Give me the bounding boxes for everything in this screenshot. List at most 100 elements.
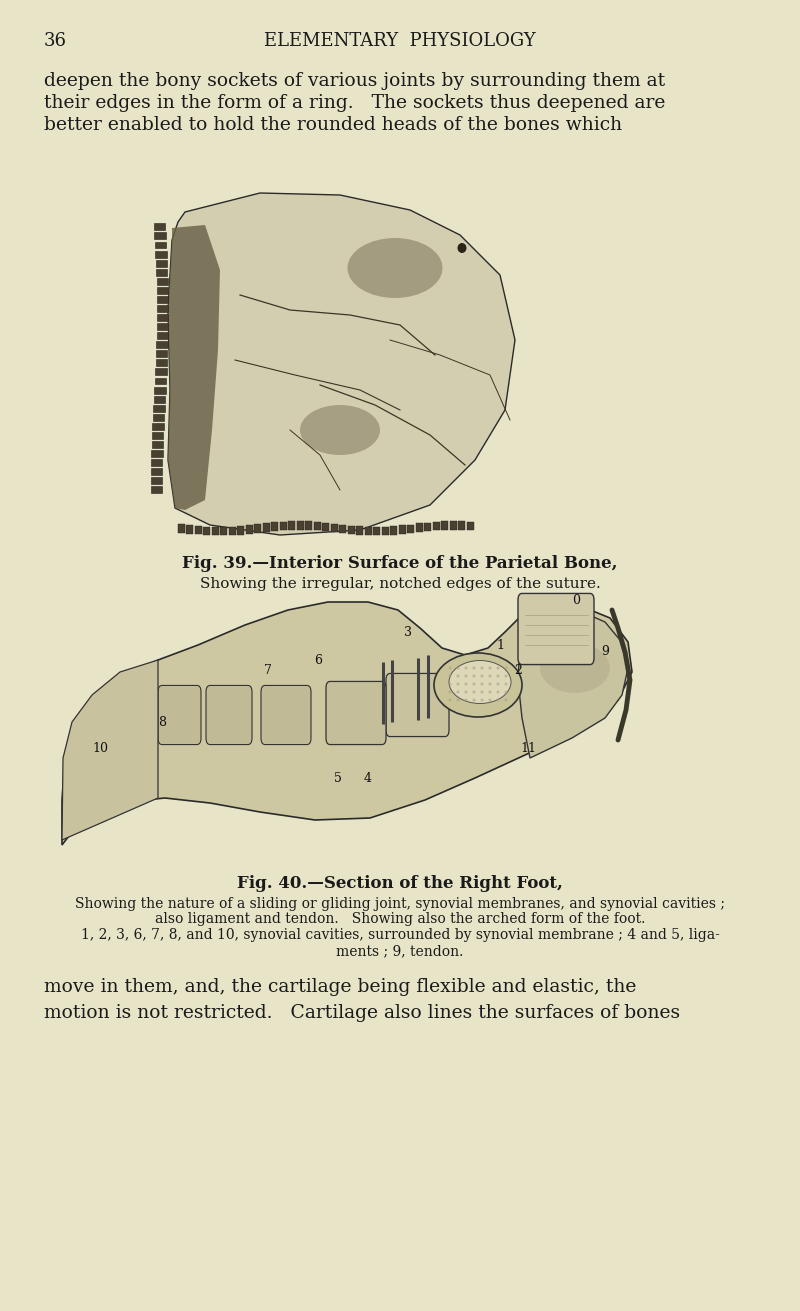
Bar bbox=[154, 405, 165, 412]
Bar bbox=[157, 305, 168, 312]
Polygon shape bbox=[62, 602, 632, 846]
Ellipse shape bbox=[457, 666, 459, 670]
Text: 11: 11 bbox=[520, 742, 536, 755]
Text: Showing the nature of a sliding or gliding joint, synovial membranes, and synovi: Showing the nature of a sliding or glidi… bbox=[75, 897, 725, 911]
FancyBboxPatch shape bbox=[386, 674, 449, 737]
Ellipse shape bbox=[505, 699, 507, 701]
Ellipse shape bbox=[505, 666, 507, 670]
Ellipse shape bbox=[449, 666, 451, 670]
Bar bbox=[155, 378, 166, 384]
Bar bbox=[416, 523, 422, 532]
Bar bbox=[155, 241, 166, 249]
Ellipse shape bbox=[449, 674, 451, 678]
Bar bbox=[157, 287, 168, 294]
Bar bbox=[221, 527, 227, 535]
Ellipse shape bbox=[481, 674, 483, 678]
Ellipse shape bbox=[489, 691, 491, 694]
Bar bbox=[288, 520, 295, 530]
Text: also ligament and tendon.   Showing also the arched form of the foot.: also ligament and tendon. Showing also t… bbox=[155, 912, 645, 926]
Bar bbox=[156, 260, 167, 266]
Bar bbox=[356, 527, 363, 535]
Text: their edges in the form of a ring.   The sockets thus deepened are: their edges in the form of a ring. The s… bbox=[44, 94, 666, 111]
Text: 1, 2, 3, 6, 7, 8, and 10, synovial cavities, surrounded by synovial membrane ; 4: 1, 2, 3, 6, 7, 8, and 10, synovial cavit… bbox=[81, 928, 719, 943]
Bar bbox=[152, 440, 163, 448]
Text: deepen the bony sockets of various joints by surrounding them at: deepen the bony sockets of various joint… bbox=[44, 72, 665, 90]
Bar bbox=[157, 278, 168, 284]
Bar bbox=[306, 522, 312, 530]
Text: Fig. 40.—Section of the Right Foot,: Fig. 40.—Section of the Right Foot, bbox=[237, 874, 563, 891]
Bar bbox=[157, 332, 168, 340]
Text: move in them, and, the cartilage being flexible and elastic, the: move in them, and, the cartilage being f… bbox=[44, 978, 636, 996]
Ellipse shape bbox=[489, 699, 491, 701]
Bar bbox=[153, 414, 164, 421]
FancyBboxPatch shape bbox=[326, 682, 386, 745]
Ellipse shape bbox=[465, 674, 467, 678]
Ellipse shape bbox=[465, 699, 467, 701]
Polygon shape bbox=[62, 659, 158, 840]
Bar bbox=[156, 359, 167, 366]
Ellipse shape bbox=[497, 691, 499, 694]
Ellipse shape bbox=[458, 243, 466, 253]
Ellipse shape bbox=[497, 666, 499, 670]
Ellipse shape bbox=[473, 666, 475, 670]
Bar bbox=[458, 522, 465, 530]
Polygon shape bbox=[518, 610, 628, 758]
Ellipse shape bbox=[457, 674, 459, 678]
Bar bbox=[246, 526, 253, 534]
Text: 7: 7 bbox=[264, 663, 272, 676]
Bar bbox=[155, 368, 166, 375]
Polygon shape bbox=[168, 193, 515, 535]
FancyBboxPatch shape bbox=[261, 686, 311, 745]
Ellipse shape bbox=[481, 699, 483, 701]
Ellipse shape bbox=[473, 683, 475, 686]
Ellipse shape bbox=[505, 683, 507, 686]
Ellipse shape bbox=[449, 683, 451, 686]
Bar bbox=[263, 523, 270, 532]
Text: better enabled to hold the rounded heads of the bones which: better enabled to hold the rounded heads… bbox=[44, 115, 622, 134]
Bar bbox=[280, 522, 287, 530]
Text: 0: 0 bbox=[572, 594, 580, 607]
Ellipse shape bbox=[505, 691, 507, 694]
Bar bbox=[156, 269, 167, 275]
Text: Showing the irregular, notched edges of the suture.: Showing the irregular, notched edges of … bbox=[200, 577, 600, 591]
Text: 36: 36 bbox=[44, 31, 67, 50]
Bar bbox=[348, 526, 354, 534]
Bar bbox=[212, 527, 219, 535]
Ellipse shape bbox=[473, 699, 475, 701]
Ellipse shape bbox=[540, 642, 610, 694]
Ellipse shape bbox=[497, 699, 499, 701]
Ellipse shape bbox=[473, 674, 475, 678]
Text: ments ; 9, tendon.: ments ; 9, tendon. bbox=[336, 944, 464, 958]
Bar bbox=[203, 527, 210, 535]
Ellipse shape bbox=[457, 683, 459, 686]
Ellipse shape bbox=[465, 666, 467, 670]
Ellipse shape bbox=[347, 239, 442, 298]
FancyBboxPatch shape bbox=[206, 686, 252, 745]
Ellipse shape bbox=[434, 653, 522, 717]
Bar bbox=[195, 526, 202, 535]
Bar bbox=[441, 522, 448, 530]
Bar bbox=[450, 520, 457, 530]
Bar bbox=[433, 522, 439, 530]
Ellipse shape bbox=[449, 691, 451, 694]
Bar bbox=[373, 527, 380, 535]
Text: Fig. 39.—Interior Surface of the Parietal Bone,: Fig. 39.—Interior Surface of the Parieta… bbox=[182, 555, 618, 572]
Bar bbox=[157, 323, 168, 330]
Text: 3: 3 bbox=[404, 625, 412, 638]
Bar bbox=[339, 524, 346, 534]
Bar bbox=[330, 523, 338, 532]
Bar bbox=[398, 526, 406, 534]
Bar bbox=[297, 520, 304, 530]
Ellipse shape bbox=[457, 691, 459, 694]
Bar bbox=[178, 524, 185, 532]
Bar bbox=[322, 523, 330, 531]
Bar bbox=[154, 223, 166, 231]
Bar bbox=[155, 250, 166, 257]
Bar bbox=[365, 527, 372, 535]
Bar bbox=[157, 315, 168, 321]
Bar bbox=[229, 527, 236, 535]
Ellipse shape bbox=[473, 691, 475, 694]
Ellipse shape bbox=[489, 666, 491, 670]
Ellipse shape bbox=[481, 666, 483, 670]
Ellipse shape bbox=[481, 683, 483, 686]
